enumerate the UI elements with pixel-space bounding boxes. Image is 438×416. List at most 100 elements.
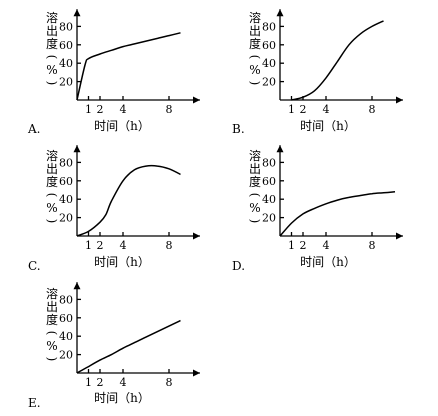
x-tick-label: 1 <box>85 376 92 389</box>
y-axis-label: 出 <box>46 24 58 38</box>
y-axis-label: 度 <box>46 36 58 51</box>
y-axis-arrow <box>73 9 81 17</box>
y-axis-label: ) <box>45 357 59 362</box>
y-axis-label: ( <box>45 55 59 60</box>
option-label: B. <box>232 122 245 136</box>
series-line <box>76 32 181 101</box>
y-tick-label: 40 <box>59 57 73 70</box>
x-axis-label: 时间（h） <box>300 119 356 133</box>
y-axis-label: ) <box>45 81 59 86</box>
chart-panel: 20 40 60 80 1 2 4 8 溶出度 (%) 时间（h） A. <box>27 9 200 136</box>
y-tick-label: 60 <box>59 312 73 325</box>
option-label: C. <box>28 259 41 273</box>
y-axis-label: 度 <box>249 36 261 51</box>
y-axis-label: ) <box>45 219 59 224</box>
x-tick-label: 8 <box>166 103 173 116</box>
y-tick-label: 80 <box>59 156 73 169</box>
x-tick-label: 4 <box>120 103 127 116</box>
y-axis-label: 溶 <box>46 148 58 163</box>
y-tick-label: 40 <box>262 193 276 206</box>
x-tick-label: 2 <box>97 376 104 389</box>
y-axis-arrow <box>276 145 284 153</box>
chart-panel: 20 40 60 80 1 2 4 8 溶出度 (%) 时间（h） D. <box>232 145 403 273</box>
y-axis-label: ( <box>248 193 262 198</box>
y-axis-label: % <box>46 63 57 77</box>
x-tick-label: 1 <box>288 103 295 116</box>
x-tick-label: 1 <box>85 103 92 116</box>
y-tick-label: 80 <box>262 20 276 33</box>
y-tick-label: 80 <box>59 20 73 33</box>
y-axis-label: 溶 <box>249 10 261 25</box>
y-axis-label: % <box>46 339 57 353</box>
x-axis-label: 时间（h） <box>94 391 150 405</box>
series-line <box>279 191 396 237</box>
y-axis-label: ( <box>45 193 59 198</box>
x-tick-label: 1 <box>85 239 92 252</box>
y-axis-label: % <box>46 201 57 215</box>
y-axis-label: 度 <box>46 174 58 189</box>
x-tick-label: 8 <box>166 239 173 252</box>
x-axis-label: 时间（h） <box>300 255 356 269</box>
y-axis-label: 出 <box>249 162 261 176</box>
y-axis-label: ) <box>248 81 262 86</box>
y-axis-label: 溶 <box>46 286 58 301</box>
x-axis-arrow <box>396 96 403 104</box>
y-tick-label: 40 <box>59 193 73 206</box>
y-tick-label: 60 <box>59 39 73 52</box>
y-tick-label: 40 <box>262 57 276 70</box>
y-tick-label: 20 <box>59 212 73 225</box>
y-axis-label: 度 <box>46 312 58 327</box>
series-line <box>76 319 181 374</box>
y-tick-label: 20 <box>262 76 276 89</box>
chart-panel: 20 40 60 80 1 2 4 8 溶出度 (%) 时间（h） C. <box>28 145 200 273</box>
y-tick-label: 40 <box>59 330 73 343</box>
x-axis-arrow <box>193 232 200 240</box>
y-axis-label: ( <box>45 331 59 336</box>
x-axis-arrow <box>396 232 403 240</box>
y-axis-arrow <box>73 145 81 153</box>
x-axis-label: 时间（h） <box>94 255 150 269</box>
y-tick-label: 60 <box>59 175 73 188</box>
x-tick-label: 4 <box>323 103 330 116</box>
y-axis-label: % <box>249 63 260 77</box>
y-tick-label: 80 <box>262 156 276 169</box>
y-axis-label: 溶 <box>46 10 58 25</box>
option-label: E. <box>28 396 41 410</box>
x-axis-arrow <box>193 369 200 377</box>
y-axis-label: 出 <box>249 24 261 38</box>
x-axis-label: 时间（h） <box>94 119 150 133</box>
x-tick-label: 4 <box>120 239 127 252</box>
y-tick-label: 80 <box>59 293 73 306</box>
x-tick-label: 2 <box>97 103 104 116</box>
x-tick-label: 8 <box>369 103 376 116</box>
x-tick-label: 8 <box>166 376 173 389</box>
x-tick-label: 2 <box>300 103 307 116</box>
x-tick-label: 2 <box>97 239 104 252</box>
y-tick-label: 60 <box>262 39 276 52</box>
x-tick-label: 1 <box>288 239 295 252</box>
y-axis-label: 出 <box>46 162 58 176</box>
y-axis-label: % <box>249 201 260 215</box>
y-axis-arrow <box>73 282 81 290</box>
x-tick-label: 8 <box>369 239 376 252</box>
y-tick-label: 20 <box>59 349 73 362</box>
y-axis-label: ( <box>248 55 262 60</box>
y-tick-label: 20 <box>262 212 276 225</box>
y-axis-label: 溶 <box>249 148 261 163</box>
x-tick-label: 4 <box>323 239 330 252</box>
series-line <box>291 20 384 101</box>
y-axis-arrow <box>276 9 284 17</box>
option-label: D. <box>232 259 245 273</box>
y-axis-label: 度 <box>249 174 261 189</box>
x-axis-arrow <box>193 96 200 104</box>
y-axis-label: 出 <box>46 300 58 314</box>
y-axis-label: ) <box>248 219 262 224</box>
chart-panel: 20 40 60 80 1 2 4 8 溶出度 (%) 时间（h） E. <box>28 282 200 410</box>
y-tick-label: 20 <box>59 76 73 89</box>
chart-panel: 20 40 60 80 1 2 4 8 溶出度 (%) 时间（h） B. <box>232 9 403 136</box>
series-line <box>76 164 181 237</box>
y-tick-label: 60 <box>262 175 276 188</box>
x-tick-label: 2 <box>300 239 307 252</box>
x-tick-label: 4 <box>120 376 127 389</box>
